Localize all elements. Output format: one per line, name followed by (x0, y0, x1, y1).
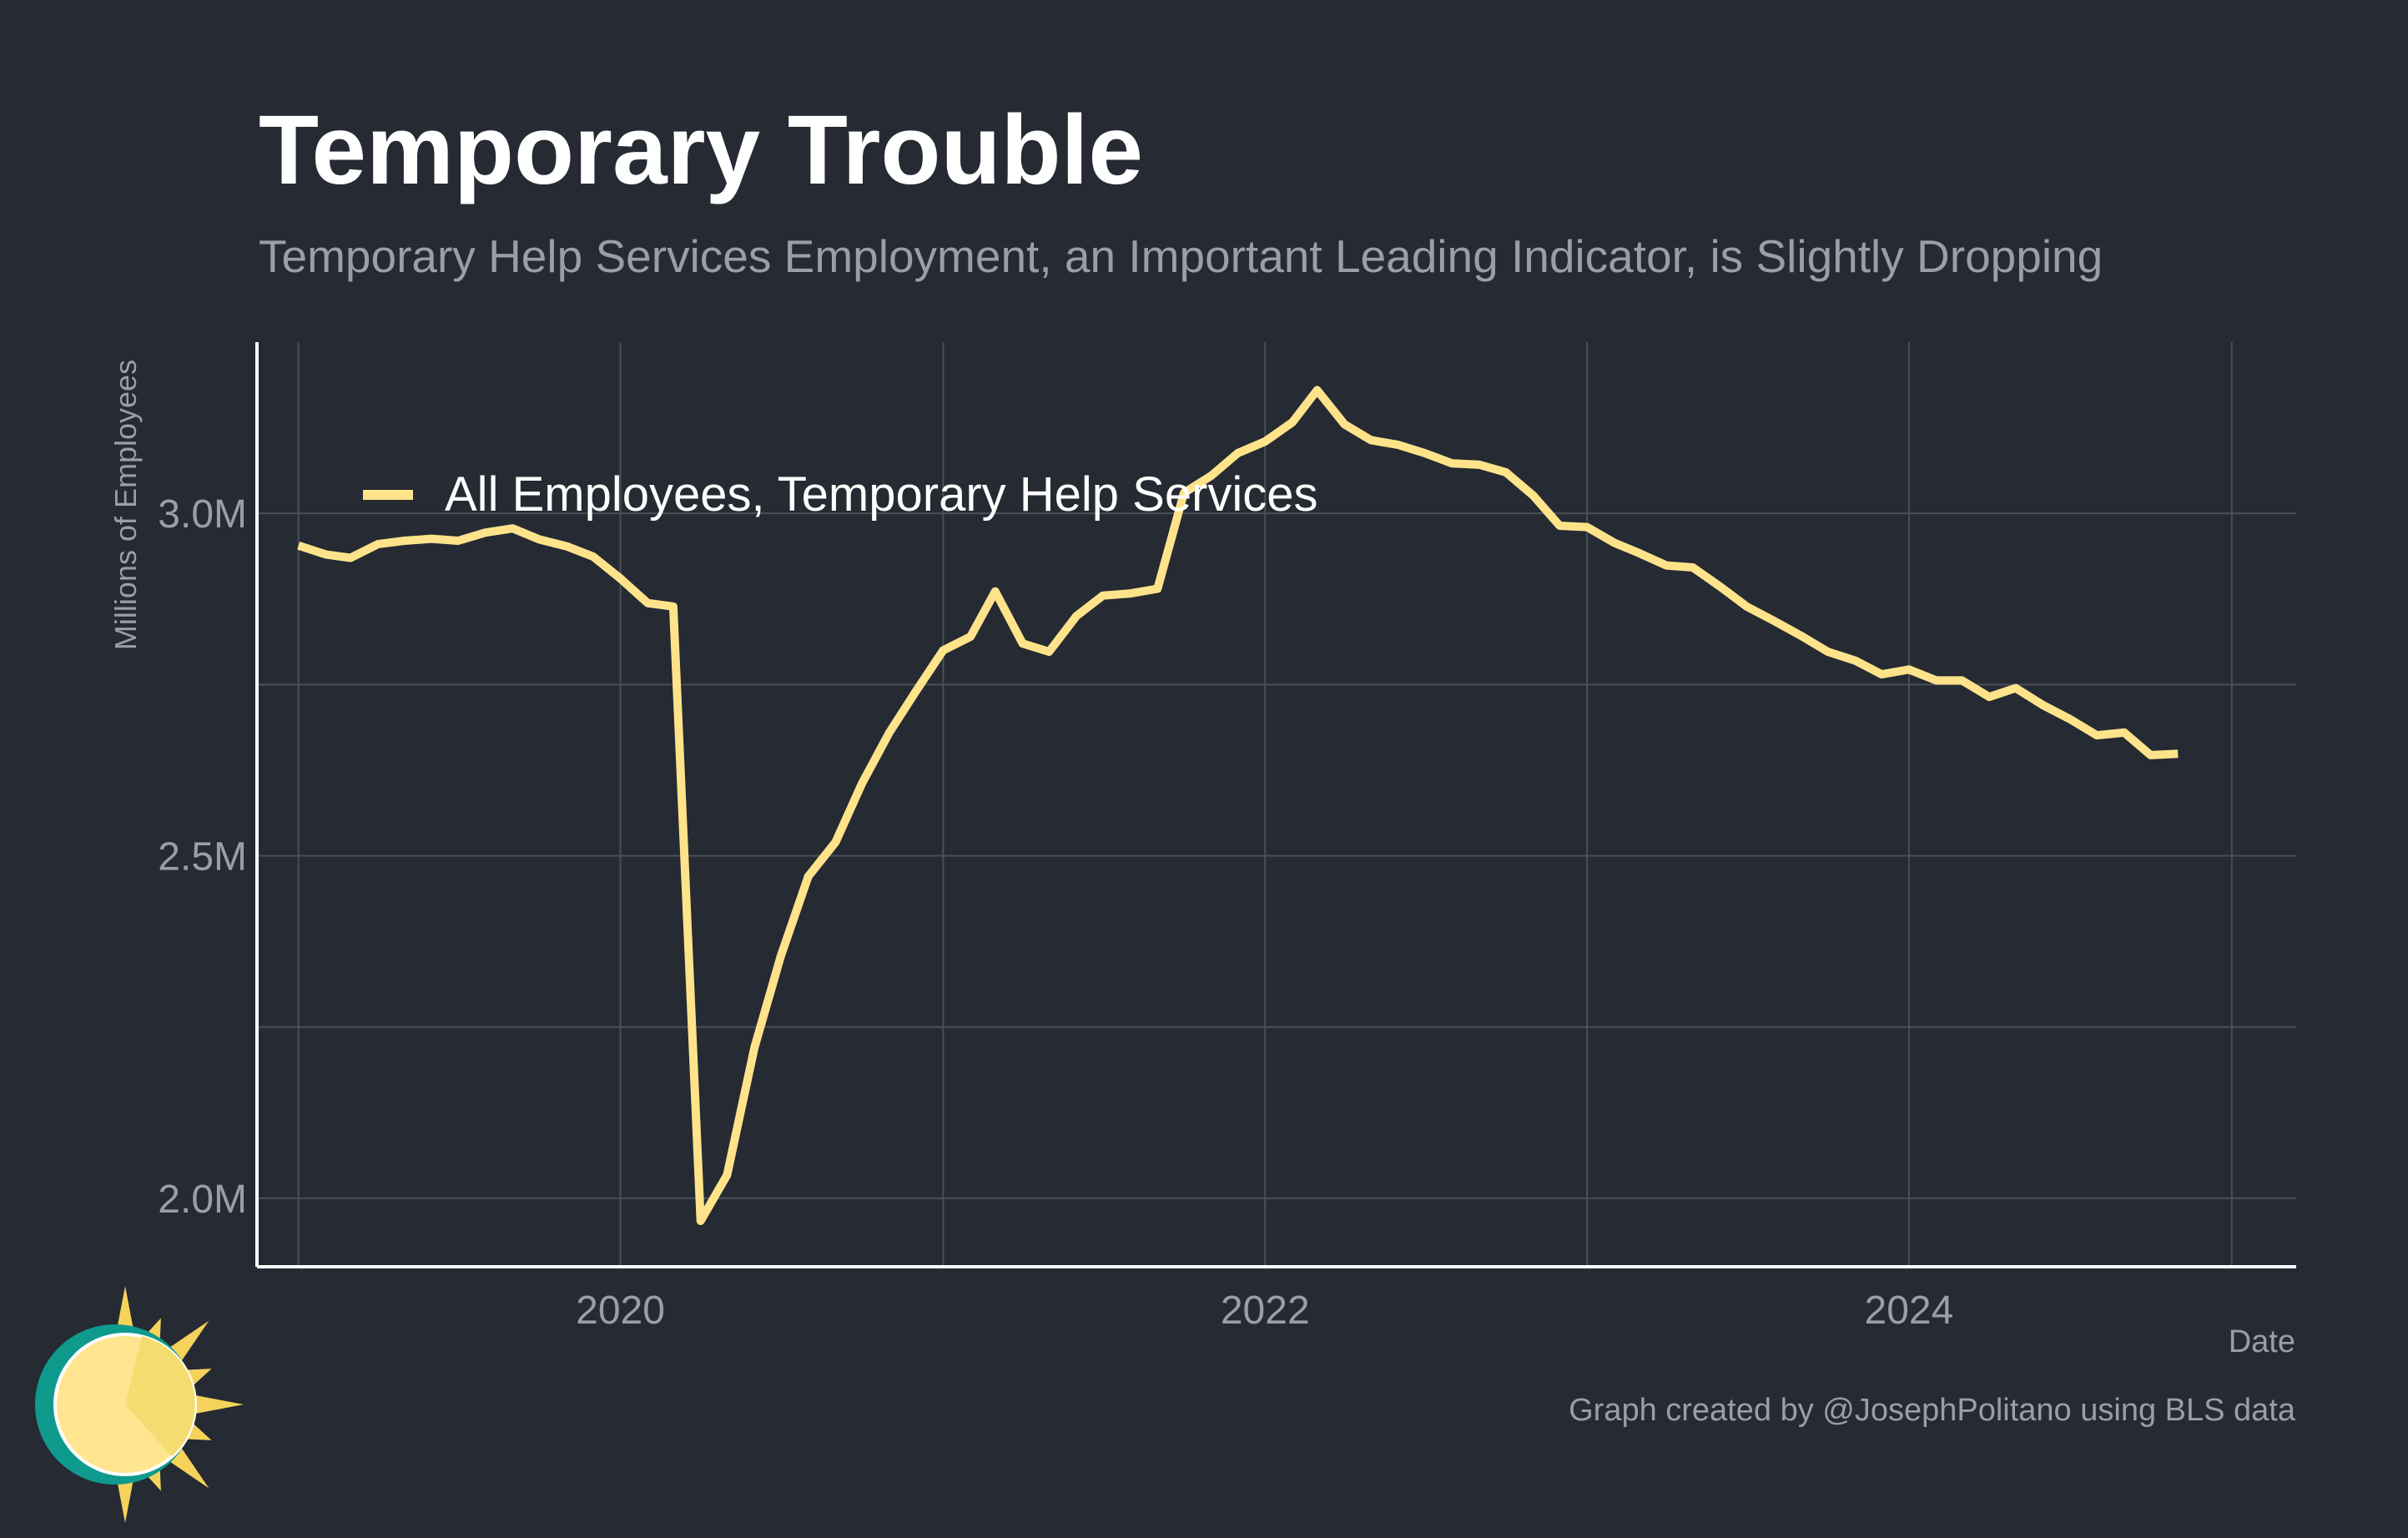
caption: Graph created by @JosephPolitano using B… (1569, 1393, 2296, 1428)
sun-shade (125, 1336, 195, 1456)
marks-layer (297, 386, 2179, 1225)
chart-title: Temporary Trouble (259, 95, 1143, 205)
grid-layer (257, 342, 2296, 1267)
x-axis-label: Date (2229, 1324, 2295, 1359)
y-tick-label: 2.0M (158, 1177, 247, 1222)
sun-logo-icon (35, 1286, 244, 1523)
x-tick-label: 2024 (1865, 1288, 1954, 1333)
x-tick-label: 2022 (1221, 1288, 1310, 1333)
legend: All Employees, Temporary Help Services (363, 467, 1318, 522)
y-tick-label: 2.5M (158, 835, 247, 880)
y-tick-label: 3.0M (158, 492, 247, 537)
series-line (297, 386, 2179, 1225)
chart-subtitle: Temporary Help Services Employment, an I… (259, 230, 2103, 282)
axes-layer: 2.0M 2.5M 3.0M 2020 2022 2024 (158, 342, 2296, 1333)
y-axis-label: Millions of Employees (108, 360, 143, 650)
sun-ray (191, 1394, 244, 1414)
x-tick-label: 2020 (576, 1288, 665, 1333)
legend-label: All Employees, Temporary Help Services (445, 467, 1318, 522)
